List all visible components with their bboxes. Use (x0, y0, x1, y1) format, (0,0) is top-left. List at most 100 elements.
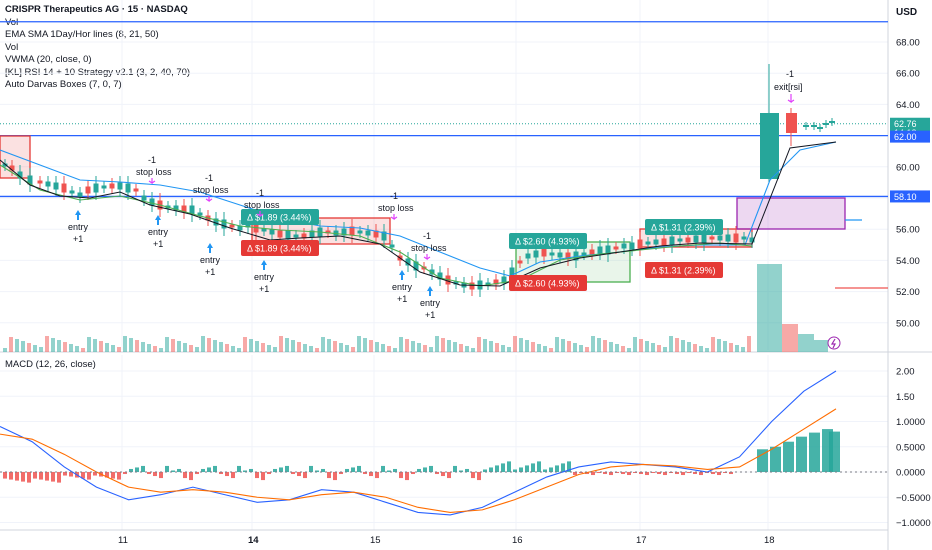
macd-histogram-bar (429, 465, 433, 472)
macd-histogram-bar (549, 467, 553, 472)
volume-bar (471, 348, 475, 352)
macd-histogram-bar (757, 449, 768, 472)
volume-bar (585, 347, 589, 352)
candle-body (709, 236, 715, 240)
price-badge-label: 62.00 (894, 132, 917, 142)
stop-label: stop loss (411, 243, 447, 253)
volume-bar (573, 343, 577, 352)
macd-histogram-bar (3, 472, 7, 479)
macd-histogram-bar (822, 429, 833, 472)
volume-bar (705, 348, 709, 352)
macd-histogram-bar (525, 465, 529, 472)
volume-bar (219, 342, 223, 352)
macd-histogram-bar (273, 468, 277, 472)
candle-body (381, 231, 387, 241)
volume-bar (597, 338, 601, 352)
volume-bar (591, 336, 595, 352)
volume-bar (561, 339, 565, 352)
volume-bar (123, 336, 127, 352)
candle-body (45, 181, 51, 187)
entry-count: +1 (425, 310, 435, 320)
symbol-title: CRISPR Therapeutics AG · 15 · NASDAQ (5, 4, 188, 15)
volume-bar (183, 343, 187, 352)
candle-body (509, 267, 515, 277)
volume-bar (81, 348, 85, 352)
exit-count: -1 (786, 69, 794, 79)
time-tick-label: 17 (636, 535, 647, 546)
price-badge-label: 58.10 (894, 192, 917, 202)
entry-count: +1 (205, 267, 215, 277)
volume-bar (75, 346, 79, 352)
macd-histogram-bar (657, 472, 661, 475)
candle-body (525, 253, 531, 259)
macd-histogram-bar (387, 470, 391, 472)
volume-bar (165, 337, 169, 352)
volume-bar (327, 339, 331, 352)
volume-bar (405, 339, 409, 352)
indicator-vwma[interactable]: VWMA (20, close, 0) (5, 54, 92, 65)
macd-histogram-bar (399, 472, 403, 479)
sma-line (0, 141, 837, 287)
vwma-line (0, 141, 837, 277)
volume-bar (633, 337, 637, 352)
macd-tick-label: 1.50 (896, 392, 915, 403)
macd-histogram-bar (339, 472, 343, 475)
entry-count: +1 (397, 294, 407, 304)
indicator-ema-sma[interactable]: EMA SMA 1Day/Hor lines (8, 21, 50) (5, 29, 159, 40)
macd-histogram-bar (717, 472, 721, 476)
macd-line (0, 370, 837, 516)
macd-histogram-bar (231, 472, 235, 479)
volume-bar (531, 342, 535, 352)
candle-body (133, 188, 139, 192)
volume-bar (423, 345, 427, 352)
volume-bar (747, 336, 751, 352)
macd-histogram-bar (69, 472, 73, 477)
volume-bar (525, 340, 529, 352)
stop-label: stop loss (136, 167, 172, 177)
macd-tick-label: 2.00 (896, 367, 915, 378)
macd-histogram-bar (369, 472, 373, 477)
indicator-volume-2[interactable]: Vol (5, 41, 19, 53)
entry-arrow-icon (155, 215, 161, 225)
macd-histogram-bar (87, 472, 91, 480)
volume-bar (513, 336, 517, 352)
trade-tag-text: Δ $2.60 (4.93%) (515, 279, 580, 289)
volume-bar (189, 345, 193, 352)
macd-histogram-bar (225, 472, 229, 477)
macd-histogram-bar (45, 472, 49, 481)
volume-bar (447, 340, 451, 352)
macd-histogram-bar (796, 436, 807, 472)
candle-body (557, 252, 563, 258)
volume-bar (669, 336, 673, 352)
macd-histogram-bar (537, 461, 541, 472)
volume-bar (357, 336, 361, 352)
candle-body (149, 198, 155, 206)
candle-body (429, 269, 435, 275)
macd-histogram-bar (381, 465, 385, 472)
candle-body (365, 230, 371, 236)
price-badge (890, 190, 930, 203)
volume-bar (111, 345, 115, 352)
candle-body (277, 230, 283, 238)
candle-body (629, 242, 635, 250)
volume-bar (225, 344, 229, 352)
indicator-darvas[interactable]: Auto Darvas Boxes (7, 0, 7) (5, 79, 122, 90)
volume-bar (657, 345, 661, 352)
candle-body (685, 237, 691, 243)
volume-bar (177, 341, 181, 352)
macd-histogram-bar (363, 472, 367, 475)
trade-tag-text: Δ $1.89 (3.44%) (247, 213, 312, 223)
volume-bar (69, 344, 73, 352)
volume-bar (141, 342, 145, 352)
macd-histogram-bar (279, 467, 283, 472)
volume-bar (609, 342, 613, 352)
stop-arrow-icon (205, 196, 213, 203)
candle-body (725, 234, 731, 242)
macd-histogram-bar (219, 472, 223, 475)
indicator-rsi-strategy[interactable]: [KL] RSI 14 + 10 Strategy v2.1 (3, 2, 40… (5, 66, 191, 78)
candle-body (125, 183, 131, 193)
volume-bar (441, 338, 445, 352)
macd-histogram-bar (829, 431, 840, 472)
macd-title[interactable]: MACD (12, 26, close) (5, 359, 96, 370)
